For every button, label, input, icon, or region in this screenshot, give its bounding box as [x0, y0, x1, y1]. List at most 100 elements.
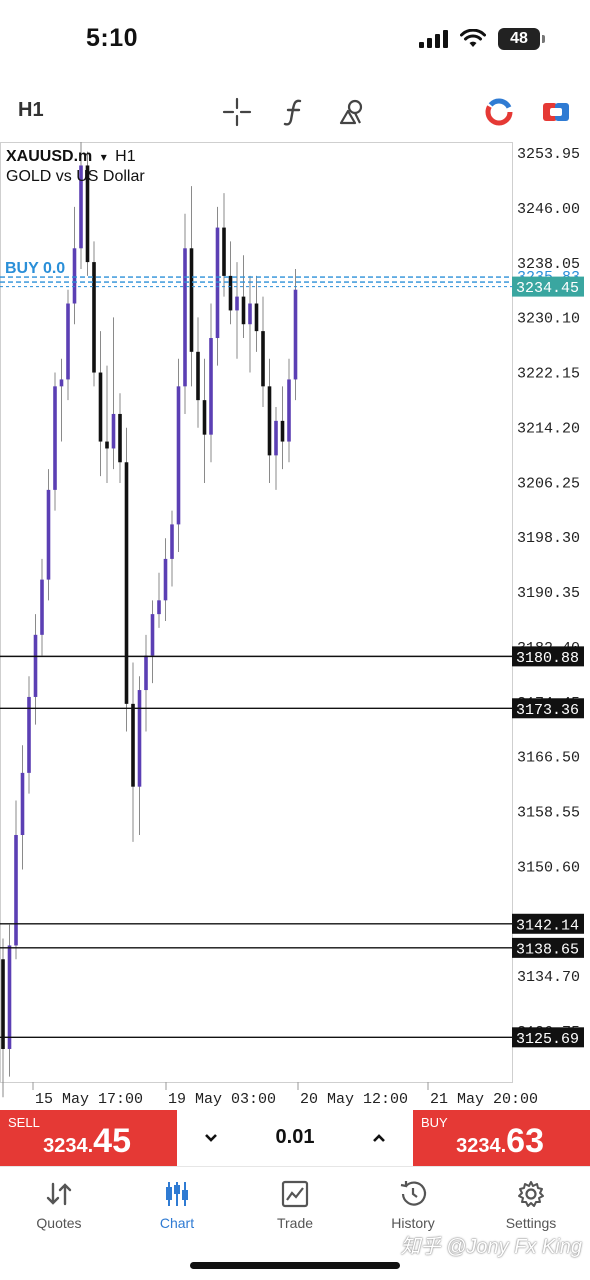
level-price-label: 3125.69	[516, 1031, 579, 1048]
tab-trade-label: Trade	[276, 1215, 314, 1231]
price-scale-label: 3206.25	[517, 475, 580, 492]
candle-body	[14, 835, 18, 946]
gear-icon	[518, 1181, 544, 1207]
level-price-tag	[512, 698, 584, 719]
symbol-title[interactable]: XAUUSD.m ▾ H1	[6, 148, 136, 166]
candle-body	[72, 248, 77, 304]
status-icons: 48	[419, 28, 545, 50]
price-scale-label: 3230.10	[517, 311, 580, 328]
time-label: 15 May 17:00	[35, 1091, 143, 1108]
metaquotes-icon[interactable]	[483, 96, 515, 128]
level-price-tag	[512, 937, 584, 958]
one-click-trading-icon[interactable]	[540, 96, 572, 128]
tab-settings[interactable]: Settings	[472, 1175, 590, 1241]
candle-body	[150, 614, 155, 656]
candle-body	[280, 420, 285, 442]
candle-body	[163, 558, 168, 601]
price-scale-label: 3238.05	[517, 256, 580, 273]
candle-body	[40, 579, 44, 635]
level-price-label: 3180.88	[516, 650, 579, 667]
level-price-tag	[512, 1027, 584, 1048]
tab-quotes-label: Quotes	[36, 1215, 82, 1231]
sell-label: SELL	[8, 1115, 40, 1130]
bottom-tab-bar: Quotes Chart Trade History Settings	[0, 1166, 590, 1246]
candle-body	[183, 248, 187, 387]
candle-body	[27, 696, 31, 773]
candle-body	[20, 772, 25, 836]
symbol-dropdown-icon: ▾	[100, 150, 107, 164]
candle-body	[92, 262, 96, 373]
one-click-trade-panel: SELL 3234.45 0.01 BUY 3234.63	[0, 1110, 590, 1166]
level-price-tag	[512, 646, 584, 667]
trade-chart-icon	[281, 1180, 309, 1208]
tab-chart[interactable]: Chart	[118, 1175, 236, 1241]
candle-body	[46, 489, 51, 580]
sell-price-pips: 45	[93, 1122, 131, 1160]
time-label: 20 May 12:00	[300, 1091, 408, 1108]
buy-button[interactable]: BUY 3234.63	[413, 1110, 590, 1166]
candle-body	[59, 379, 64, 387]
buy-price-pips: 63	[506, 1122, 544, 1160]
crosshair-icon[interactable]	[221, 96, 253, 128]
price-scale-label: 3134.70	[517, 969, 580, 986]
candle-body	[293, 289, 298, 380]
chevron-up-icon	[373, 1134, 385, 1142]
battery-icon: 48	[498, 28, 545, 50]
price-scale-label: 3198.30	[517, 530, 580, 547]
candle-body	[66, 303, 70, 380]
tab-settings-label: Settings	[505, 1215, 557, 1231]
buy-price-main: 3234.	[456, 1135, 507, 1157]
price-scale-label: 3214.20	[517, 420, 580, 437]
candle-body	[1, 959, 5, 1049]
candle-body	[118, 413, 122, 463]
symbol-timeframe: H1	[115, 148, 136, 165]
price-scale-label: 3190.35	[517, 585, 580, 602]
lot-selector: 0.01	[177, 1110, 413, 1166]
candle-body	[105, 441, 109, 449]
price-chart[interactable]: 3253.95 3246.00 3238.05 3230.10 3222.15 3214.…	[0, 142, 590, 1110]
candle-body	[79, 165, 83, 249]
status-bar: 5:10 48	[0, 0, 590, 80]
candle-body	[170, 524, 174, 559]
candle-body	[261, 331, 265, 387]
function-icon[interactable]	[279, 96, 311, 128]
buy-label: BUY	[421, 1115, 448, 1130]
objects-icon[interactable]	[336, 96, 368, 128]
candle-body	[85, 165, 90, 263]
lot-volume-input[interactable]: 0.01	[275, 1126, 315, 1148]
candle-body	[248, 303, 252, 325]
candle-body	[196, 351, 200, 401]
history-clock-icon	[400, 1181, 427, 1206]
cellular-signal-icon	[419, 30, 448, 48]
sell-button[interactable]: SELL 3234.45	[0, 1110, 177, 1166]
current-price-label: 3234.45	[516, 280, 579, 297]
tab-history-label: History	[391, 1215, 435, 1231]
tab-history[interactable]: History	[354, 1175, 472, 1241]
lot-increase-button[interactable]	[365, 1124, 393, 1152]
candle-body	[111, 413, 116, 449]
tab-trade[interactable]: Trade	[236, 1175, 354, 1241]
candle-body	[202, 400, 207, 435]
tab-quotes[interactable]: Quotes	[0, 1175, 118, 1241]
candle-body	[209, 338, 213, 435]
buy-order-label: BUY 0.0	[5, 260, 65, 277]
home-indicator	[190, 1262, 400, 1269]
candle-body	[53, 386, 57, 490]
candle-body	[189, 248, 194, 352]
status-time: 5:10	[86, 24, 139, 52]
level-price-tag	[512, 913, 584, 934]
candle-body	[137, 690, 142, 787]
level-price-label: 3173.36	[516, 702, 579, 719]
candles-icon	[166, 1182, 188, 1206]
timeframe-button[interactable]: H1	[18, 99, 44, 121]
price-scale-label: 3246.00	[517, 201, 580, 218]
candle-body	[228, 275, 233, 311]
time-label: 19 May 03:00	[168, 1091, 276, 1108]
lot-decrease-button[interactable]	[197, 1124, 225, 1152]
symbol-name: XAUUSD.m	[6, 148, 93, 165]
candle-body	[7, 945, 12, 1049]
candle-body	[157, 600, 161, 615]
candlestick-chart[interactable]: 3253.95 3246.00 3238.05 3230.10 3222.15 3214.…	[0, 142, 590, 1110]
candle-body	[241, 296, 246, 325]
candle-body	[215, 227, 220, 339]
